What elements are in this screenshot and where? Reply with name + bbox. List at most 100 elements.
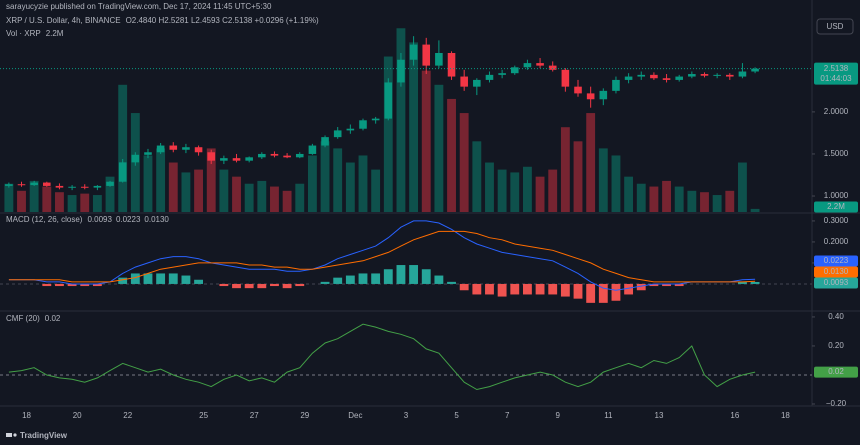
candle-body bbox=[536, 63, 544, 66]
x-tick-label: 29 bbox=[300, 411, 309, 420]
currency[interactable]: USD bbox=[827, 22, 844, 31]
histogram-bar bbox=[598, 283, 608, 303]
candle-body bbox=[220, 158, 228, 161]
candle-body bbox=[169, 145, 178, 150]
histogram-bar bbox=[548, 283, 558, 295]
volume-bar bbox=[257, 180, 267, 212]
candle-body bbox=[270, 153, 279, 156]
histogram-bar bbox=[510, 283, 520, 295]
histogram-bar bbox=[738, 281, 747, 284]
indicator-title: MACD (12, 26, close) bbox=[6, 215, 83, 224]
candle-body bbox=[17, 184, 26, 186]
x-tick-label: 3 bbox=[404, 411, 409, 420]
candle-body bbox=[156, 145, 165, 153]
volume-bar bbox=[42, 186, 52, 212]
histogram-bar bbox=[67, 283, 77, 287]
candle-body bbox=[599, 90, 608, 100]
candle-body bbox=[523, 63, 532, 68]
histogram-bar bbox=[662, 283, 671, 287]
volume-bar bbox=[383, 56, 393, 213]
indicator-line bbox=[8, 323, 756, 391]
volume-bar bbox=[118, 84, 128, 212]
volume-bar bbox=[548, 169, 558, 212]
histogram-bar bbox=[371, 273, 381, 284]
currency-button[interactable] bbox=[816, 18, 854, 35]
candle-body bbox=[43, 182, 51, 186]
candle-body bbox=[245, 157, 253, 161]
x-tick-label: 16 bbox=[730, 411, 739, 420]
volume-tag: 2.2M bbox=[827, 202, 845, 211]
volume-bar bbox=[358, 155, 368, 212]
volume-bar bbox=[510, 172, 520, 212]
x-tick-label: 5 bbox=[454, 411, 459, 420]
volume-bar bbox=[738, 162, 747, 212]
volume-bar bbox=[447, 98, 456, 212]
candle-body bbox=[30, 182, 38, 186]
volume-bar bbox=[282, 190, 292, 212]
histogram-bar bbox=[333, 277, 343, 284]
y-tick-label: 2.0000 bbox=[824, 107, 849, 116]
candle-body bbox=[700, 74, 709, 76]
candle-body bbox=[283, 155, 291, 158]
volume-title: Vol · XRP bbox=[6, 29, 41, 38]
histogram-bar bbox=[55, 283, 64, 287]
candle-body bbox=[624, 76, 633, 80]
candle-body bbox=[321, 137, 329, 146]
volume-bar bbox=[472, 141, 482, 212]
histogram-bar bbox=[636, 283, 646, 291]
x-tick-label: 25 bbox=[199, 411, 208, 420]
volume-bar bbox=[611, 155, 621, 212]
candle-body bbox=[80, 186, 89, 188]
candle-body bbox=[5, 184, 13, 186]
volume-bar bbox=[624, 176, 634, 212]
ohlc: O2.4840 H2.5281 L2.4593 C2.5138 +0.0296 … bbox=[126, 16, 319, 25]
histogram-bar bbox=[586, 283, 596, 303]
volume-bar bbox=[17, 190, 26, 212]
volume-bar bbox=[67, 195, 77, 212]
histogram-bar bbox=[130, 273, 140, 284]
volume-bar bbox=[156, 148, 166, 212]
publisher-note: sarayucyzie published on TradingView.com… bbox=[6, 2, 272, 11]
volume-bar bbox=[700, 192, 709, 212]
volume-bar bbox=[194, 169, 203, 212]
candle-body bbox=[359, 120, 367, 129]
candle-body bbox=[751, 68, 759, 72]
candle-body bbox=[637, 74, 646, 77]
candle-body bbox=[574, 86, 582, 94]
countdown: 01:44:03 bbox=[820, 74, 852, 83]
volume-value: 2.2M bbox=[46, 29, 64, 38]
histogram-bar bbox=[649, 283, 659, 287]
volume-bar bbox=[80, 193, 90, 212]
candle-body bbox=[295, 153, 304, 158]
histogram-bar bbox=[181, 275, 191, 284]
candle-body bbox=[725, 74, 734, 77]
candle-body bbox=[485, 74, 494, 80]
candle-body bbox=[258, 153, 266, 158]
candle-body bbox=[308, 145, 317, 154]
candle-body bbox=[384, 82, 393, 119]
candle-body bbox=[662, 78, 671, 80]
histogram-bar bbox=[270, 283, 279, 287]
candle-body bbox=[118, 162, 127, 182]
y-tick-label: 1.5000 bbox=[824, 149, 849, 158]
x-tick-label: 11 bbox=[604, 411, 613, 420]
histogram-bar bbox=[320, 281, 330, 284]
value-tag: 0.02 bbox=[828, 367, 844, 376]
histogram-bar bbox=[232, 283, 241, 289]
volume-bar bbox=[459, 113, 469, 212]
value-tag-box bbox=[814, 366, 858, 378]
histogram-bar bbox=[168, 273, 178, 284]
candle-body bbox=[409, 44, 418, 60]
candle-body bbox=[346, 128, 355, 131]
volume-tag-box bbox=[814, 201, 858, 213]
candle-body bbox=[182, 147, 190, 150]
indicator-title: CMF (20) bbox=[6, 314, 40, 323]
candle-body bbox=[333, 130, 342, 138]
volume-bar bbox=[181, 172, 191, 212]
x-tick-label: 18 bbox=[781, 411, 790, 420]
volume-bar bbox=[244, 183, 254, 212]
histogram-bar bbox=[244, 283, 254, 289]
volume-bar bbox=[573, 141, 583, 212]
volume-bar bbox=[674, 186, 684, 212]
histogram-bar bbox=[459, 283, 469, 291]
